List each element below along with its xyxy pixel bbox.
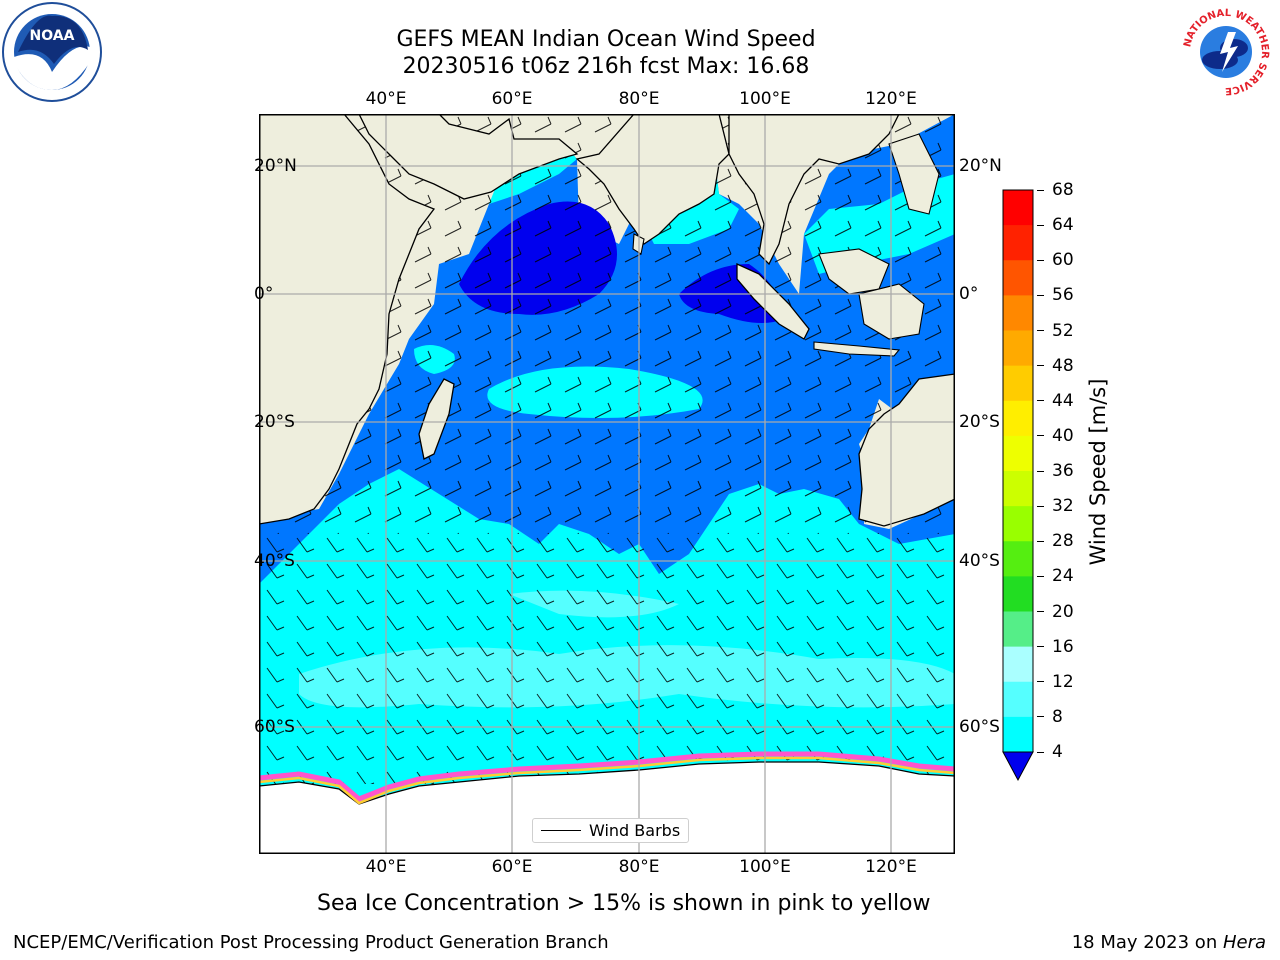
lon-tick-bottom: 120°E: [865, 857, 917, 877]
colorbar-segment: [1003, 646, 1033, 683]
colorbar-underflow-arrow: [1002, 751, 1034, 782]
colorbar-tick-mark: [1037, 470, 1044, 472]
map-title: GEFS MEAN Indian Ocean Wind Speed: [396, 27, 816, 52]
colorbar-tick-label: 48: [1052, 355, 1074, 376]
colorbar-tick-mark: [1037, 681, 1044, 683]
lon-tick-bottom: 80°E: [618, 857, 660, 877]
colorbar-tick-label: 12: [1052, 671, 1074, 692]
lat-tick-right: 40°S: [959, 551, 1000, 571]
madagascar: [418, 378, 455, 460]
colorbar-tick-label: 28: [1052, 531, 1074, 552]
map-subtitle: 20230516 t06z 216h fcst Max: 16.68: [402, 54, 810, 79]
colorbar-tick-label: 60: [1052, 250, 1074, 271]
footer-date-text: 18 May 2023 on: [1071, 932, 1223, 953]
lon-tick-top: 60°E: [491, 89, 533, 109]
sea-ice-note: Sea Ice Concentration > 15% is shown in …: [317, 891, 931, 916]
colorbar-segment: [1003, 716, 1033, 753]
colorbar-segment: [1003, 541, 1033, 577]
nws-logo: NATIONAL WEATHER SERVICE: [1176, 2, 1276, 102]
colorbar-tick-mark: [1037, 330, 1044, 331]
lon-tick-top: 40°E: [365, 89, 407, 109]
colorbar-label: Wind Speed [m/s]: [1086, 378, 1110, 566]
map-panel: [259, 114, 955, 854]
noaa-logo-text: NOAA: [30, 28, 75, 44]
colorbar-tick-mark: [1037, 540, 1044, 542]
lat-tick-right: 0°: [959, 284, 979, 304]
map-legend: Wind Barbs: [532, 818, 690, 843]
colorbar-segment: [1003, 506, 1033, 542]
lat-tick-left: 20°S: [254, 412, 295, 432]
colorbar-tick-label: 20: [1052, 601, 1074, 622]
colorbar-tick-mark: [1037, 294, 1044, 296]
colorbar-tick-label: 56: [1052, 285, 1074, 306]
colorbar-tick-mark: [1037, 611, 1044, 612]
colorbar-segment: [1003, 576, 1033, 612]
colorbar-segment: [1003, 295, 1033, 331]
colorbar-tick-label: 8: [1052, 706, 1063, 727]
australia: [858, 373, 955, 527]
colorbar-segment: [1003, 365, 1033, 402]
colorbar-tick-mark: [1037, 189, 1044, 191]
lon-tick-top: 80°E: [618, 89, 660, 109]
india: [575, 114, 730, 245]
colorbar-segment: [1003, 260, 1033, 296]
colorbar-tick-label: 4: [1052, 742, 1063, 762]
colorbar-segment: [1003, 471, 1033, 507]
colorbar-svg: [1002, 189, 1034, 782]
colorbar-tick-mark: [1037, 224, 1044, 226]
colorbar-tick-mark: [1037, 435, 1044, 437]
footer-host: Hera: [1222, 932, 1266, 953]
lat-tick-left: 20°N: [254, 156, 297, 176]
lon-tick-bottom: 60°E: [491, 857, 533, 877]
lat-tick-right: 60°S: [959, 717, 1000, 737]
colorbar-frame: [1002, 189, 1034, 753]
sumatra: [736, 262, 810, 340]
colorbar-tick-mark: [1037, 505, 1044, 507]
lat-tick-right: 20°S: [959, 412, 1000, 432]
colorbar-segment: [1003, 400, 1033, 437]
colorbar-tick-mark: [1037, 751, 1044, 753]
graticule: [259, 114, 955, 854]
colorbar-tick-mark: [1037, 259, 1044, 261]
lat-tick-left: 60°S: [254, 717, 295, 737]
colorbar-tick-label: 36: [1052, 461, 1074, 481]
lat-tick-left: 40°S: [254, 551, 295, 571]
colorbar-tick-label: 40: [1052, 425, 1074, 446]
lon-tick-bottom: 40°E: [365, 857, 407, 877]
colorbar-segment: [1003, 611, 1033, 648]
footer-date: 18 May 2023 on Hera: [1072, 932, 1266, 953]
lat-tick-right: 20°N: [959, 156, 1002, 176]
southeast-asia: [728, 114, 900, 266]
colorbar-tick-label: 44: [1052, 390, 1074, 411]
colorbar-segment: [1003, 681, 1033, 718]
colorbar-tick-label: 52: [1052, 320, 1074, 341]
arabia: [358, 114, 579, 200]
colorbar: [1001, 188, 1037, 784]
colorbar-tick-label: 32: [1052, 496, 1074, 517]
colorbar-tick-label: 68: [1052, 180, 1074, 200]
colorbar-tick-label: 24: [1052, 566, 1074, 587]
lon-tick-top: 120°E: [865, 89, 917, 109]
colorbar-tick-label: 64: [1052, 215, 1074, 236]
lon-tick-bottom: 100°E: [739, 857, 791, 877]
wind-speed-map: [259, 114, 955, 854]
lon-tick-top: 100°E: [739, 89, 791, 109]
colorbar-tick-mark: [1037, 400, 1044, 402]
colorbar-segment: [1003, 190, 1033, 226]
colorbar-tick-label: 16: [1052, 636, 1074, 657]
footer-credit: NCEP/EMC/Verification Post Processing Pr…: [13, 932, 609, 953]
legend-label: Wind Barbs: [589, 821, 681, 840]
colorbar-segment: [1003, 225, 1033, 261]
colorbar-segment: [1003, 330, 1033, 367]
lat-tick-left: 0°: [254, 284, 274, 304]
colorbar-tick-mark: [1037, 716, 1044, 718]
colorbar-tick-mark: [1037, 646, 1044, 648]
colorbar-tick-mark: [1037, 365, 1044, 367]
sea-ice-edge: [259, 751, 955, 802]
colorbar-tick-mark: [1037, 575, 1044, 577]
colorbar-segment: [1003, 435, 1033, 472]
noaa-logo: NOAA: [2, 2, 102, 102]
wind-barb-legend-line: [541, 830, 581, 831]
